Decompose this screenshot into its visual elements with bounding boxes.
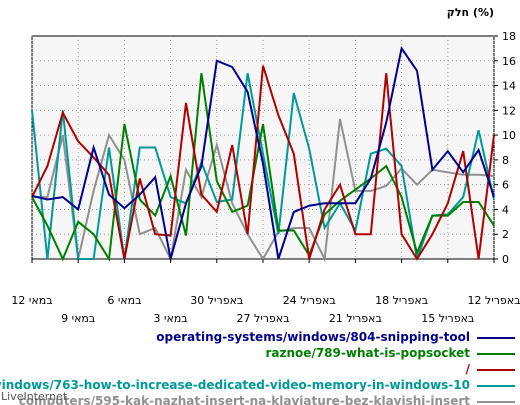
series-line (31, 65, 495, 261)
y-tick-label: 8 (502, 154, 509, 167)
y-axis: 0 2 4 6 8 10 12 14 16 18 (494, 30, 516, 266)
legend-entry: computers/595-kak-nazhat-insert-na-klavi… (19, 394, 471, 405)
legend-entry: / (466, 362, 471, 376)
y-axis-title: חלק (%) (447, 6, 494, 19)
legend-entry: ms/windows/763-how-to-increase-dedicated… (0, 378, 470, 392)
legend-entry: operating-systems/windows/804-snipping-t… (156, 330, 470, 344)
x-tick-label: 12 במאי (11, 294, 52, 307)
series-line (31, 73, 495, 262)
y-tick-label: 12 (502, 104, 516, 117)
y-tick-label: 10 (502, 129, 516, 142)
watermark: LiveInternet (1, 390, 68, 403)
x-axis: 12 באפריל 18 באפריל 24 באפריל 30 באפריל 6 במ… (11, 259, 520, 325)
x-tick-label: 24 באפריל (283, 294, 336, 307)
y-tick-label: 6 (502, 179, 509, 192)
y-tick-label: 4 (502, 203, 509, 216)
x-tick-label: 21 באפריל (329, 312, 382, 325)
y-tick-label: 0 (502, 253, 509, 266)
x-tick-label: 6 במאי (107, 294, 141, 307)
y-tick-label: 14 (502, 80, 516, 93)
x-tick-label: 27 באפריל (236, 312, 289, 325)
legend: operating-systems/windows/804-snipping-t… (0, 330, 515, 405)
x-tick-label: 18 באפריל (375, 294, 428, 307)
series-line (31, 45, 495, 260)
y-tick-label: 18 (502, 30, 516, 43)
x-tick-label: 12 באפריל (467, 294, 520, 307)
x-tick-label: 30 באפריל (190, 294, 243, 307)
x-tick-label: 9 במאי (61, 312, 95, 325)
x-tick-label: 3 במאי (154, 312, 188, 325)
x-tick-label: 15 באפריל (421, 312, 474, 325)
legend-entry: raznoe/789-what-is-popsocket (266, 346, 471, 360)
y-tick-label: 16 (502, 55, 516, 68)
y-tick-label: 2 (502, 228, 509, 241)
